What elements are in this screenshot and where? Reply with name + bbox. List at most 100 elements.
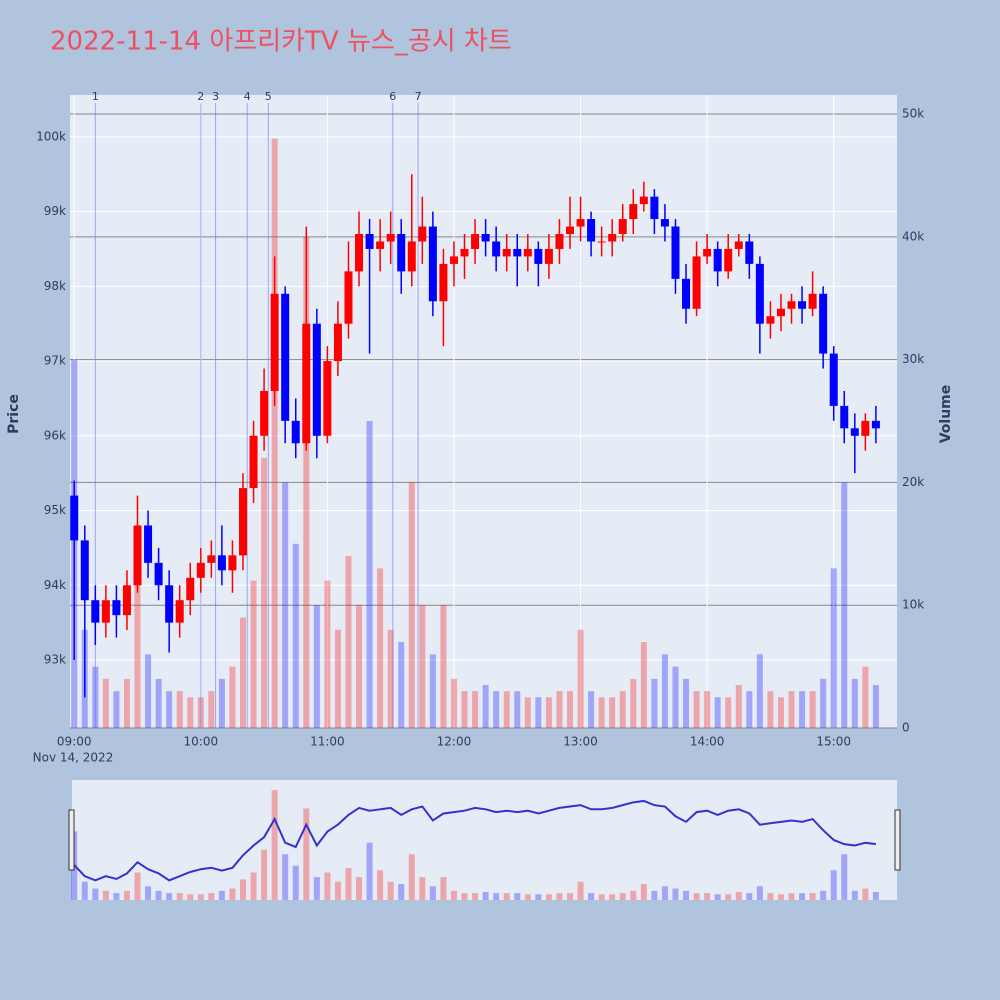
y-tick-label: 97k [44,354,66,368]
volume-bar [693,691,700,728]
slider-volume-bar [166,893,173,900]
volume-bar [145,654,152,728]
slider-volume-bar [398,883,405,900]
news-label: 6 [389,90,396,103]
slider-volume-bar [640,883,647,900]
candle-body [840,405,849,429]
candle-body [565,226,574,235]
slider-volume-bar [777,894,784,900]
candle-body [365,234,374,249]
volume-bar [714,697,721,728]
slider-volume-bar [92,888,99,900]
range-slider[interactable] [72,780,897,900]
candle-body [228,555,237,571]
volume-bar [482,685,489,728]
slider-volume-bar [556,893,563,900]
candle-body [196,562,205,578]
volume-bar [661,654,668,728]
slider-volume-bar [820,890,827,900]
slider-volume-bar [630,890,637,900]
slider-volume-bar [197,894,204,900]
volume-bar [218,678,225,728]
y-tick-label: 98k [44,279,66,293]
volume-bar [767,691,774,728]
news-label: 3 [212,90,219,103]
slider-volume-bar [419,877,426,900]
slider-volume-bar [588,893,595,900]
volume-bar [830,568,837,728]
volume-bar [841,482,848,728]
volume-bar [229,666,236,728]
x-tick-label: 11:00 [310,735,345,749]
candle-body [428,226,437,302]
volume-bar [440,605,447,728]
slider-volume-bar [450,890,457,900]
slider-volume-bar [535,894,542,900]
y2-tick-label: 40k [902,229,924,243]
volume-bar [250,580,257,728]
volume-bar [851,678,858,728]
candle-body [523,248,532,257]
slider-volume-bar [704,893,711,900]
slider-volume-bar [746,893,753,900]
slider-volume-bar [282,854,289,900]
volume-bar [524,697,531,728]
candle-body [270,293,279,391]
slider-volume-bar [714,894,721,900]
x-tick-label: 09:00 [57,735,92,749]
candle-body [502,248,511,257]
candle-body [460,248,469,257]
candle-body [755,263,764,324]
volume-bar [577,629,584,728]
volume-bar [862,666,869,728]
volume-bar [799,691,806,728]
volume-bar [503,691,510,728]
candle-body [544,248,553,264]
candle-body [819,293,828,354]
candle-body [618,219,627,235]
slider-handle-right[interactable] [894,809,901,871]
candle-body [122,585,131,616]
slider-volume-bar [809,893,816,900]
volume-bar [588,691,595,728]
volume-bar [820,678,827,728]
volume-bar [461,691,468,728]
candle-body [650,196,659,220]
candle-body [238,488,247,556]
slider-volume-bar [113,893,120,900]
volume-bar [472,691,479,728]
y-tick-label: 99k [44,204,66,218]
slider-volume-bar [756,886,763,900]
volume-bar [809,691,816,728]
candle-body [407,241,416,272]
news-label: 4 [244,90,251,103]
chart-title: 2022-11-14 아프리카TV 뉴스_공시 차트 [50,27,512,57]
slider-volume-bar [408,854,415,900]
slider-handle-left[interactable] [68,809,75,871]
candle-body [724,248,733,272]
volume-bar [345,556,352,728]
slider-volume-bar [735,891,742,900]
volume-bar [313,605,320,728]
volume-bar [756,654,763,728]
candle-body [207,555,216,563]
slider-volume-bar [261,849,268,900]
slider-volume-bar [683,890,690,900]
y2-tick-label: 10k [902,598,924,612]
candle-body [355,234,364,272]
slider-price-line [73,799,877,882]
slider-volume-bar [356,877,363,900]
candle-body [418,226,427,242]
candle-body [871,420,880,429]
volume-bar [102,678,109,728]
volume-bar [619,691,626,728]
volume-bar [356,605,363,728]
volume-bar [672,666,679,728]
volume-bar [429,654,436,728]
volume-bar [514,691,521,728]
slider-volume-bar [250,872,257,900]
candle-body [101,600,110,623]
x-date-label: Nov 14, 2022 [33,751,114,765]
slider-volume-bar [102,890,109,900]
volume-bar [334,629,341,728]
